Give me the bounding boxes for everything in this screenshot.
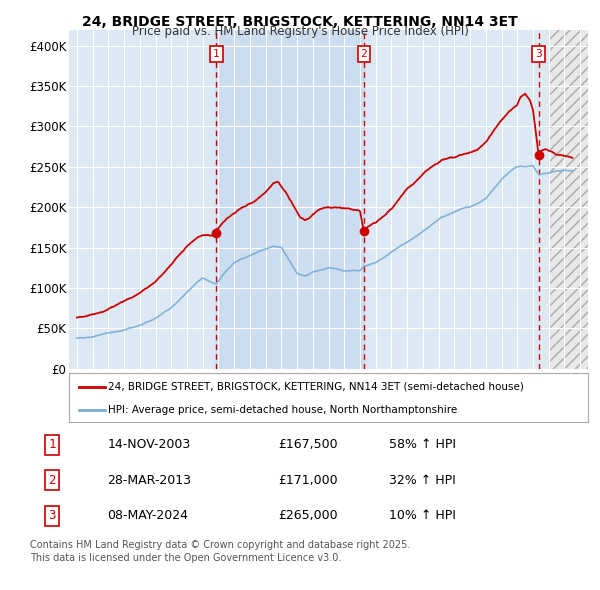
Text: £171,000: £171,000 [278, 474, 338, 487]
Text: 24, BRIDGE STREET, BRIGSTOCK, KETTERING, NN14 3ET (semi-detached house): 24, BRIDGE STREET, BRIGSTOCK, KETTERING,… [108, 382, 524, 392]
Text: £167,500: £167,500 [278, 438, 338, 451]
Text: Price paid vs. HM Land Registry's House Price Index (HPI): Price paid vs. HM Land Registry's House … [131, 25, 469, 38]
Text: 3: 3 [535, 49, 542, 59]
Text: 28-MAR-2013: 28-MAR-2013 [107, 474, 191, 487]
Text: HPI: Average price, semi-detached house, North Northamptonshire: HPI: Average price, semi-detached house,… [108, 405, 457, 415]
Text: 14-NOV-2003: 14-NOV-2003 [107, 438, 191, 451]
Text: 10% ↑ HPI: 10% ↑ HPI [389, 509, 455, 522]
Text: 3: 3 [49, 509, 56, 522]
Text: 32% ↑ HPI: 32% ↑ HPI [389, 474, 455, 487]
Bar [548, 30, 588, 369]
Text: 2: 2 [361, 49, 367, 59]
Text: £265,000: £265,000 [278, 509, 338, 522]
Text: Contains HM Land Registry data © Crown copyright and database right 2025.
This d: Contains HM Land Registry data © Crown c… [30, 540, 410, 563]
Text: 58% ↑ HPI: 58% ↑ HPI [389, 438, 456, 451]
Text: 24, BRIDGE STREET, BRIGSTOCK, KETTERING, NN14 3ET: 24, BRIDGE STREET, BRIGSTOCK, KETTERING,… [82, 15, 518, 29]
Text: 08-MAY-2024: 08-MAY-2024 [107, 509, 188, 522]
Text: 1: 1 [213, 49, 220, 59]
Text: 1: 1 [49, 438, 56, 451]
Text: 2: 2 [49, 474, 56, 487]
Bar [217, 30, 364, 369]
